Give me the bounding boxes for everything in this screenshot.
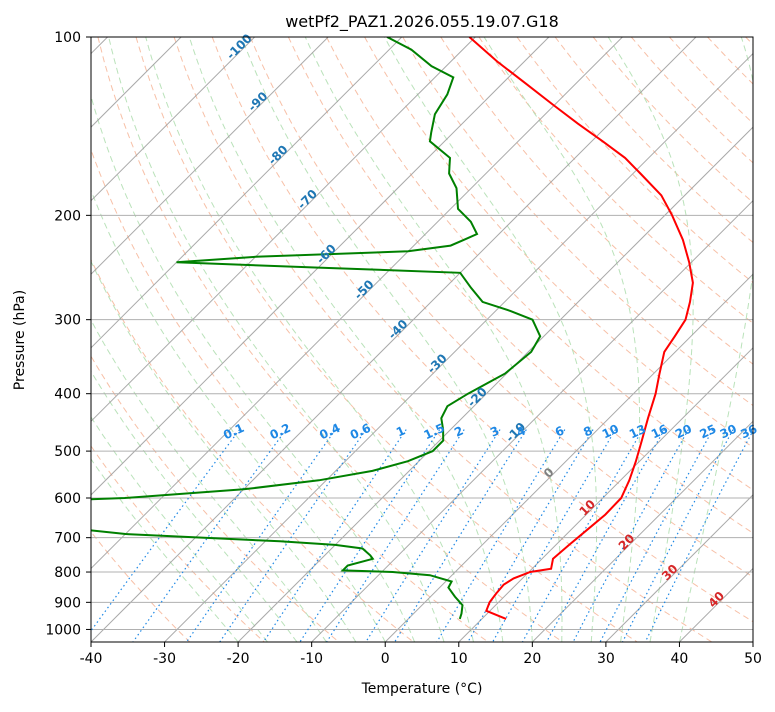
y-tick-label: 600 xyxy=(54,491,81,507)
x-tick-label: 0 xyxy=(381,651,390,667)
y-tick-label: 500 xyxy=(54,444,81,460)
x-tick-label: -10 xyxy=(300,651,323,667)
x-tick-label: 40 xyxy=(671,651,689,667)
x-tick-label: -20 xyxy=(227,651,250,667)
y-axis-label: Pressure (hPa) xyxy=(12,290,28,390)
y-tick-label: 900 xyxy=(54,595,81,611)
y-tick-label: 1000 xyxy=(45,622,81,638)
x-tick-label: 30 xyxy=(597,651,615,667)
x-tick-label: 10 xyxy=(450,651,468,667)
y-tick-label: 800 xyxy=(54,565,81,581)
y-tick-label: 200 xyxy=(54,208,81,224)
chart-title: wetPf2_PAZ1.2026.055.19.07.G18 xyxy=(285,12,559,32)
y-tick-label: 300 xyxy=(54,313,81,329)
x-axis-label: Temperature (°C) xyxy=(361,681,483,697)
y-tick-label: 400 xyxy=(54,387,81,403)
x-tick-label: 20 xyxy=(523,651,541,667)
y-tick-label: 100 xyxy=(54,30,81,46)
x-tick-label: 50 xyxy=(744,651,762,667)
x-tick-label: -30 xyxy=(153,651,176,667)
x-tick-label: -40 xyxy=(80,651,103,667)
y-tick-label: 700 xyxy=(54,531,81,547)
